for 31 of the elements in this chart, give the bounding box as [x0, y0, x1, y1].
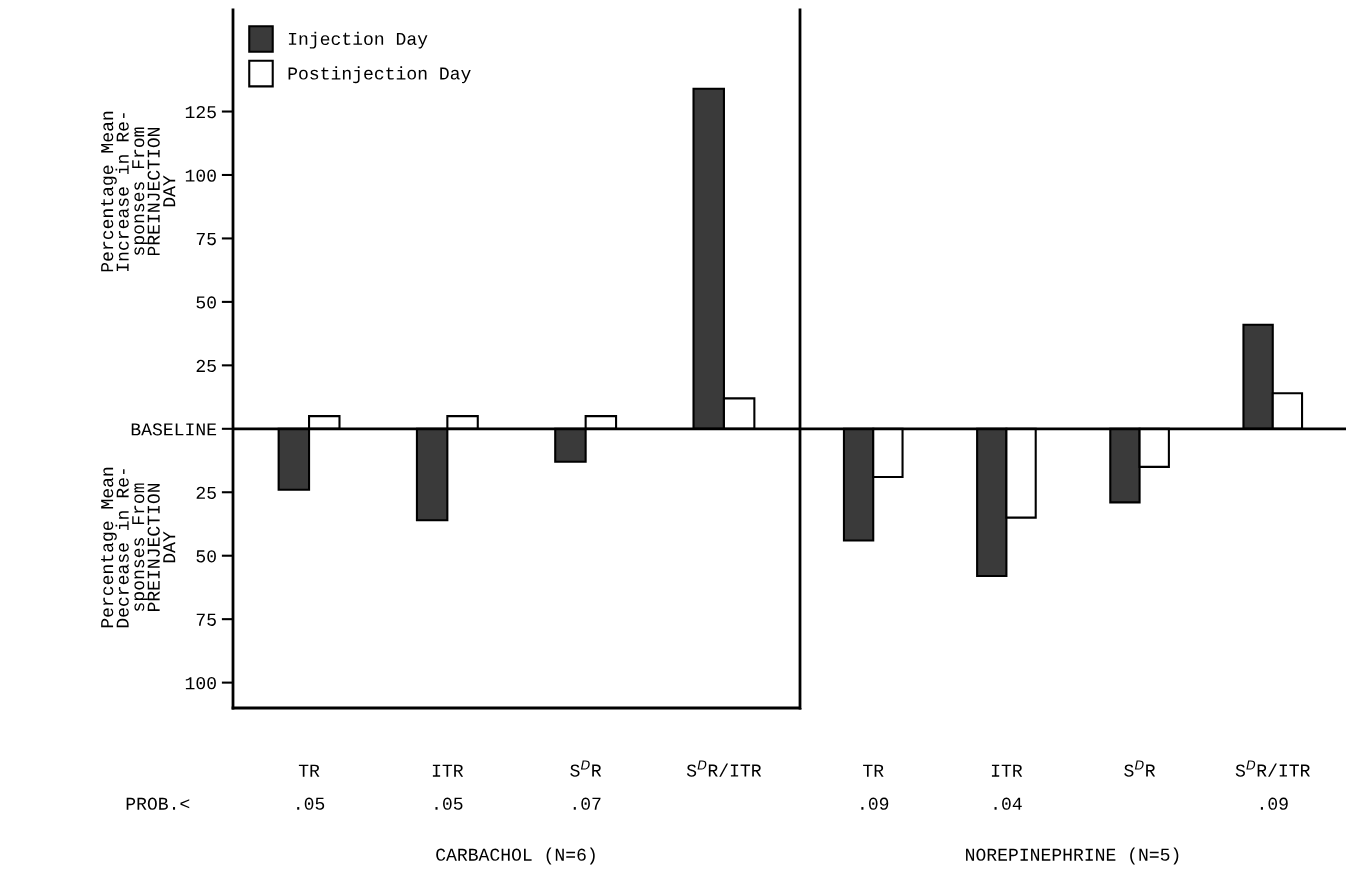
y-tick-label: 100	[185, 169, 216, 182]
text: PROB.<	[126, 797, 190, 810]
text: .09	[861, 797, 889, 810]
text: .07	[573, 797, 601, 810]
text: .05	[297, 797, 325, 810]
y-tick-label: 75	[196, 613, 216, 626]
text: .04	[994, 797, 1022, 810]
y-tick-label: 25	[196, 486, 216, 499]
x-tick-label: TR	[298, 764, 320, 777]
y-tick-label: 75	[196, 233, 216, 246]
legend-label: Injection Day	[288, 31, 428, 49]
text: .09	[1260, 797, 1288, 810]
x-axis-title: NOREPINEPHRINE (N=5)	[966, 847, 1179, 865]
x-tick-label: ITR	[432, 764, 464, 777]
y-tick-label: 125	[185, 105, 216, 119]
y-tick-label: 100	[185, 677, 216, 690]
text: .05	[435, 797, 463, 810]
x-tick-label: S$^{D}$R	[1124, 760, 1156, 777]
y-tick-label: 25	[196, 359, 216, 373]
x-tick-label: ITR	[991, 764, 1023, 777]
legend-label: Postinjection Day	[288, 66, 471, 84]
y-axis-title: Percentage Mean Increase in Re- sponses From PREINJECTION DAY	[101, 111, 176, 272]
text: Percentage Mean Decrease in Re- sponses From PREINJECTION DAY	[101, 467, 176, 628]
y-tick-label: 50	[196, 550, 216, 563]
x-tick-label: S$^{D}$R/ITR	[1235, 760, 1310, 777]
x-tick-label: S$^{D}$R	[570, 760, 602, 777]
x-tick-label: S$^{D}$R/ITR	[686, 760, 762, 777]
x-tick-label: TR	[863, 764, 884, 777]
y-tick-label: 50	[196, 296, 216, 309]
x-axis-title: CARBACHOL (N=6)	[436, 847, 595, 865]
y-tick-label: BASELINE	[131, 423, 217, 436]
